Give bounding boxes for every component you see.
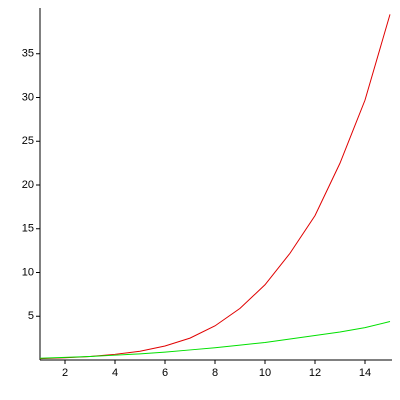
x-tick-label: 14 — [359, 367, 371, 379]
y-tick-label: 20 — [22, 179, 34, 191]
y-tick-label: 25 — [22, 135, 34, 147]
line-series — [39, 14, 391, 360]
line-series — [39, 321, 391, 359]
x-tick-label: 4 — [112, 367, 118, 379]
x-tick-label: 6 — [162, 367, 168, 379]
y-tick-label: 30 — [22, 91, 34, 103]
x-tick-label: 8 — [212, 367, 218, 379]
y-tick-label: 5 — [28, 310, 34, 322]
y-tick-label: 10 — [22, 266, 34, 278]
x-tick-label: 10 — [259, 367, 271, 379]
y-tick-label: 35 — [22, 48, 34, 60]
x-tick-label: 2 — [62, 367, 68, 379]
y-tick-label: 15 — [22, 223, 34, 235]
x-tick-label: 12 — [309, 367, 321, 379]
